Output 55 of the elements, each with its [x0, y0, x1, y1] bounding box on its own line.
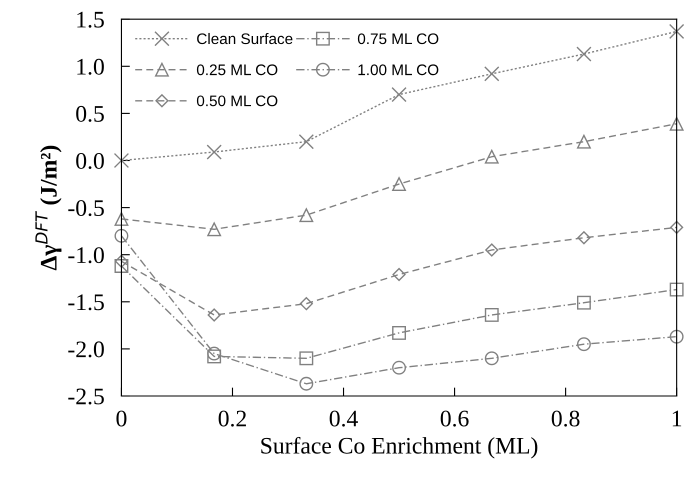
x-tick-label: 0	[116, 410, 126, 427]
point	[206, 144, 222, 160]
point	[576, 134, 591, 149]
y-tick-label: -1.5	[68, 294, 104, 310]
point	[484, 150, 499, 164]
y-tick-label: 1.5	[77, 12, 104, 28]
y-tick-label: -0.5	[68, 200, 104, 216]
y-tick-label: 0.0	[76, 152, 104, 170]
point	[392, 177, 406, 191]
y-axis-title: Δγ$^{DFT}$ (J/m²)	[35, 146, 62, 270]
y-tick-label: -2.0	[68, 341, 104, 358]
legend-label: 0.25 ML CO	[196, 64, 278, 76]
legend-label: 1.00 ML CO	[358, 64, 438, 76]
legend-label: 0.75 ML CO	[358, 33, 438, 44]
point	[576, 46, 592, 62]
point	[670, 282, 684, 296]
point	[484, 351, 499, 366]
point	[299, 351, 314, 366]
point	[299, 376, 314, 391]
point	[114, 212, 128, 226]
legend-label: 0.50 ML CO	[196, 95, 278, 106]
point	[114, 259, 128, 273]
x-tick-label: 0.2	[218, 410, 246, 427]
point	[577, 231, 591, 244]
point	[298, 134, 314, 150]
point	[670, 220, 684, 234]
x-tick-label: 1	[672, 410, 682, 426]
point	[207, 222, 222, 236]
y-tick-label: -1.0	[68, 247, 104, 264]
point	[392, 360, 406, 375]
point	[392, 326, 406, 340]
y-tick-label: 0.5	[76, 106, 104, 122]
point	[299, 208, 314, 222]
point	[484, 66, 500, 82]
point	[114, 152, 130, 168]
x-tick-label: 0.6	[440, 410, 469, 427]
point	[484, 308, 499, 322]
point	[300, 297, 313, 310]
y-tick-label: 1.0	[77, 58, 104, 75]
x-tick-label: 0.4	[330, 410, 358, 427]
point	[670, 116, 684, 131]
legend-label: Clean Surface	[197, 32, 292, 44]
x-tick-label: 0.8	[552, 410, 580, 427]
point	[114, 228, 128, 243]
point	[670, 330, 684, 344]
point	[576, 296, 591, 310]
point	[391, 86, 407, 102]
point	[208, 308, 221, 322]
x-axis-title: Surface Co Enrichment (ML)	[261, 436, 538, 459]
point	[669, 24, 684, 40]
point	[576, 337, 591, 352]
point	[392, 268, 406, 282]
point	[207, 349, 222, 364]
y-tick-label: -2.5	[68, 388, 104, 405]
point	[485, 243, 498, 257]
